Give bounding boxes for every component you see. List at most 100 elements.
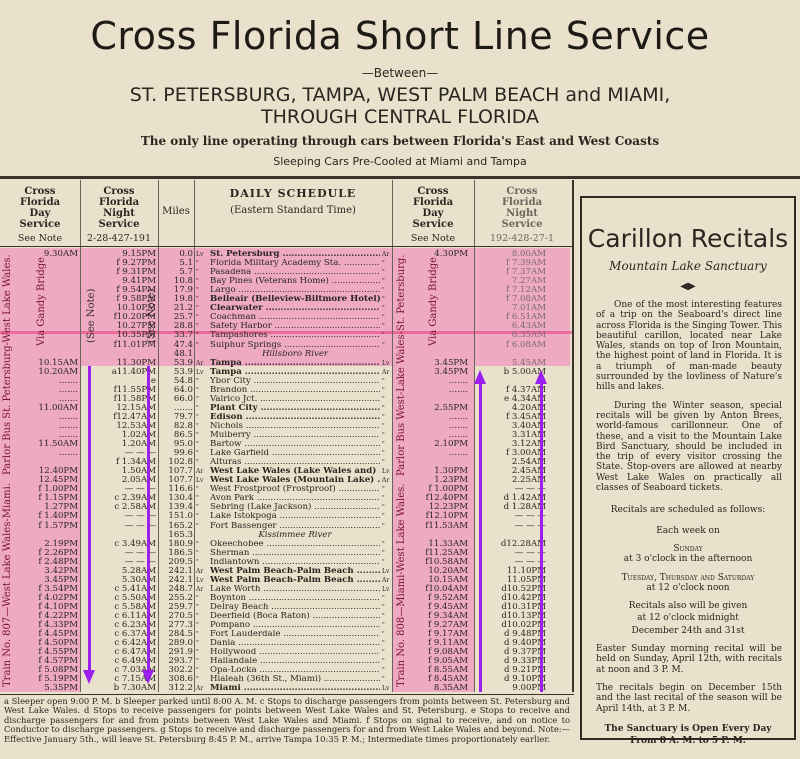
night-north-time: d10.13PM <box>501 611 546 621</box>
day-south-time: f 1.15PM <box>38 493 78 504</box>
night-south-time: — — — <box>124 511 156 522</box>
lv-ar-mark: " <box>196 459 199 467</box>
miles: 248.7 <box>168 583 193 594</box>
table-row: f 5.19PM c 7.15AM 308.6 " Hialeah (36th St.,… <box>0 675 572 684</box>
table-row: 165.3 Kissimmee River <box>0 530 572 540</box>
night-north-time: 4.20AM <box>511 402 546 413</box>
night-south-time: — — — <box>124 448 156 459</box>
station-name: Plant City <box>210 404 380 413</box>
miles: 308.6 <box>168 674 193 685</box>
night-north-time: d 1.28AM <box>503 502 546 513</box>
miles: 130.4 <box>168 493 193 504</box>
lv-ar-mark-right: Ar <box>382 251 390 258</box>
night-north-time: f 3.00AM <box>505 448 546 459</box>
lv-ar-mark-right: " <box>382 549 385 557</box>
miles: 312.2 <box>168 683 193 694</box>
night-south-time: 10.27PM <box>116 321 156 332</box>
day-south-time: ....... <box>58 393 78 404</box>
day-north-time: ....... <box>448 448 468 459</box>
miles: 107.7 <box>168 466 193 477</box>
station-name: Sherman <box>210 549 380 558</box>
station-name: St. Petersburg <box>210 250 380 259</box>
day-south-time: 2.19PM <box>44 538 78 549</box>
station-name: West Palm Beach-Palm Beach <box>210 567 380 576</box>
night-north-time: f 7.39AM <box>505 258 546 269</box>
day-south-time: 12.40PM <box>38 466 78 477</box>
day-north-time: 8.35AM <box>433 683 468 694</box>
station-name: Lake Istokpoga <box>210 512 380 521</box>
miles: 0.0 <box>179 249 193 259</box>
lv-ar-mark-right: " <box>382 422 385 430</box>
station-name: Delray Beach <box>210 603 380 612</box>
lv-ar-mark-right: " <box>382 649 385 657</box>
day-north-time: 3.45PM <box>434 366 468 377</box>
arrow-up-right <box>540 380 543 692</box>
miles: 293.7 <box>168 656 193 667</box>
ornament-icon: ◀▶ <box>680 281 696 292</box>
lv-ar-mark: " <box>196 404 199 412</box>
sunday-time: at 3 o'clock in the afternoon <box>623 554 753 565</box>
lv-ar-mark-right: " <box>382 603 385 611</box>
lv-ar-mark: " <box>196 504 199 512</box>
day-south-time: f 4.22PM <box>38 611 78 621</box>
night-south-time: f11.58PM <box>113 393 156 404</box>
timetable: Cross Florida Day Service See Note Cross… <box>0 180 574 694</box>
station-name: Coachman <box>210 313 380 322</box>
day-south-time: 10.20AM <box>38 366 78 377</box>
night-north-time: d 9.21PM <box>504 665 546 676</box>
table-row: f 3.54PM c 5.41AM 248.7Ar Lake WorthLv f10.0… <box>0 583 572 594</box>
day-north-time: ....... <box>448 384 468 395</box>
lv-ar-mark: " <box>196 540 199 548</box>
day-south-time: f 2.26PM <box>38 547 78 558</box>
station-name: Deerfield (Boca Raton) <box>210 612 380 621</box>
miles: 95.0 <box>173 439 193 450</box>
night-north-time: 3.40AM <box>511 420 546 431</box>
day-north-time: f 1.00PM <box>428 484 468 495</box>
day-south-time: f 4.50PM <box>38 638 78 649</box>
day-north-time: f 8.55AM <box>427 665 468 676</box>
lv-ar-mark-right: " <box>382 667 385 675</box>
night-north-time: b 5.00AM <box>503 366 546 377</box>
station-name: Hollywood <box>210 648 380 657</box>
miles: 107.7 <box>168 475 193 486</box>
lv-ar-mark: " <box>196 441 199 449</box>
station-name: Ybor City <box>210 377 380 386</box>
lv-ar-mark-right: " <box>382 594 385 602</box>
lv-ar-mark-right: " <box>382 432 385 439</box>
station-name: Brandon <box>210 386 380 395</box>
night-south-time: b 7.30AM <box>113 683 156 694</box>
miles: 53.9 <box>173 366 193 377</box>
day-south-time: 12.45PM <box>38 475 78 486</box>
each-week: Each week on <box>656 525 720 536</box>
station-name: West Lake Wales (Lake Wales and) <box>210 467 380 476</box>
see-note-south-1: (See Note) <box>86 288 97 344</box>
night-south-time: c 3.49AM <box>114 538 156 549</box>
divider <box>0 176 800 179</box>
lv-ar-mark: Lv <box>196 251 204 258</box>
table-row: f 1.40PM— — —151.0"Lake Istokpoga"f12.10… <box>0 512 572 521</box>
lv-ar-mark-right: " <box>382 450 385 458</box>
lv-ar-mark: " <box>196 667 199 675</box>
night-north-time: d10.02PM <box>501 620 546 631</box>
night-south-time: c 6.37AM <box>114 629 156 640</box>
night-north-time: f 6.08AM <box>505 339 546 350</box>
sunday: Sunday <box>673 543 703 554</box>
between-label: —Between— <box>361 66 439 80</box>
station-name: Safety Harbor <box>210 322 380 331</box>
day-south-time: ....... <box>58 420 78 431</box>
station-name: Tampa <box>210 359 380 368</box>
day-south-time: f 3.54PM <box>38 583 78 594</box>
station-name: Pasadena <box>210 268 380 277</box>
night-south-time: 9.41PM <box>122 276 156 287</box>
schedule-intro: Recitals are scheduled as follows: <box>610 505 766 516</box>
station-name: Fort Bassenger <box>210 522 380 531</box>
table-row: 10.15AM 11.30PM 53.9Ar TampaLv 3.45PM 5.45AM <box>0 358 572 368</box>
col-schedule: DAILY SCHEDULE (Eastern Standard Time) <box>229 187 357 216</box>
lv-ar-mark: " <box>196 658 199 666</box>
